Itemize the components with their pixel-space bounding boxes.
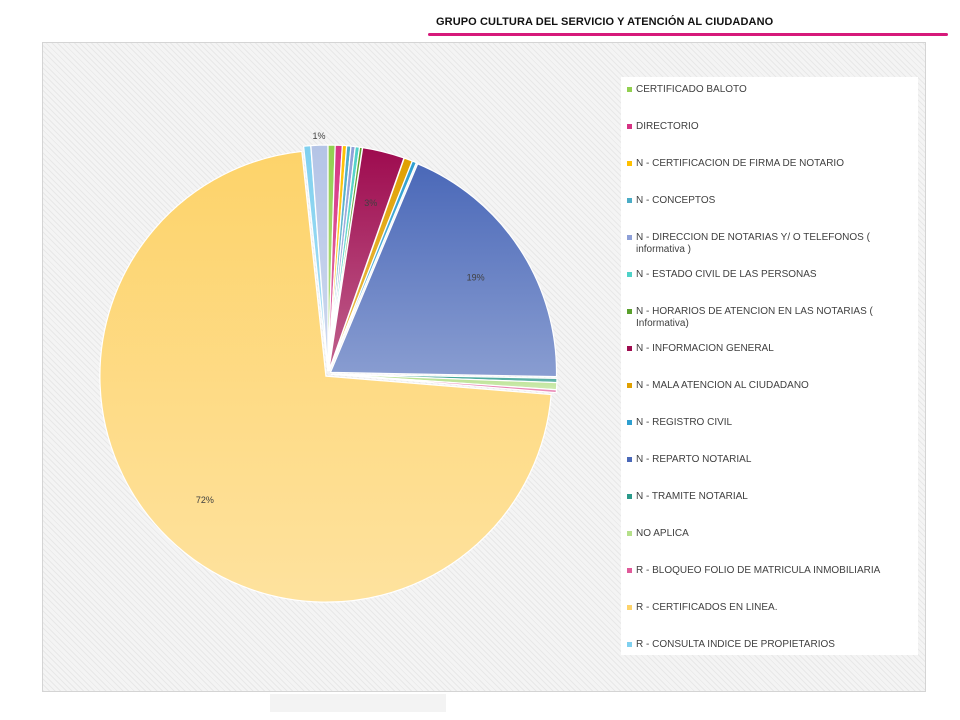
page-title: GRUPO CULTURA DEL SERVICIO Y ATENCIÓN AL…	[436, 16, 774, 28]
legend-swatch	[627, 346, 632, 351]
legend-label: N - DIRECCION DE NOTARIAS Y/ O TELEFONOS…	[636, 232, 870, 255]
legend-swatch	[627, 87, 632, 92]
legend-label: N - HORARIOS DE ATENCION EN LAS NOTARIAS…	[636, 306, 873, 329]
legend-label: CERTIFICADO BALOTO	[636, 84, 747, 95]
legend-swatch	[627, 383, 632, 388]
pie-slice-n-reparto-notarial	[329, 163, 558, 378]
legend-label: N - ESTADO CIVIL DE LAS PERSONAS	[636, 269, 817, 280]
legend-swatch	[627, 420, 632, 425]
legend-swatch	[627, 605, 632, 610]
data-label-r-reparto-notarial: 1%	[313, 131, 326, 141]
data-label-n-informacion-general: 3%	[364, 198, 377, 208]
legend-swatch	[627, 161, 632, 166]
title-underline	[428, 33, 948, 36]
legend-swatch	[627, 494, 632, 499]
legend-swatch	[627, 309, 632, 314]
pie-slice-r-bloqueo-folio-de-matricula-inmobiliaria	[330, 373, 558, 394]
data-label-r-certificados-en-linea: 72%	[196, 495, 214, 505]
bottom-strip	[270, 694, 446, 712]
legend-label: NO APLICA	[636, 528, 689, 539]
legend-label: R - CERTIFICADOS EN LINEA.	[636, 602, 778, 613]
pie-slice-r-certificados-en-linea	[99, 150, 552, 603]
data-label-n-reparto-notarial: 19%	[467, 273, 485, 283]
legend-label: N - INFORMACION GENERAL	[636, 343, 774, 354]
legend-swatch	[627, 272, 632, 277]
legend-swatch	[627, 124, 632, 129]
chart-legend: CERTIFICADO BALOTO DIRECTORIO N - CERTIFIC…	[621, 77, 918, 655]
legend-label: R - CONSULTA INDICE DE PROPIETARIOS	[636, 639, 835, 650]
pie-slice-n-registro-civil	[328, 160, 418, 372]
legend-label: N - MALA ATENCION AL CIUDADANO	[636, 380, 809, 391]
legend-label: N - CERTIFICACION DE FIRMA DE NOTARIO	[636, 158, 844, 169]
legend-swatch	[627, 642, 632, 647]
legend-label: N - TRAMITE NOTARIAL	[636, 491, 748, 502]
pie-slice-r-reparto-notarial	[310, 144, 329, 372]
legend-swatch	[627, 235, 632, 240]
legend-label: N - REPARTO NOTARIAL	[636, 454, 752, 465]
legend-label: R - BLOQUEO FOLIO DE MATRICULA INMOBILIA…	[636, 565, 881, 576]
legend-swatch	[627, 568, 632, 573]
legend-swatch	[627, 531, 632, 536]
legend-label: DIRECTORIO	[636, 121, 699, 132]
legend-swatch	[627, 457, 632, 462]
legend-label: N - REGISTRO CIVIL	[636, 417, 733, 428]
legend-label: N - CONCEPTOS	[636, 195, 716, 206]
legend-swatch	[627, 198, 632, 203]
